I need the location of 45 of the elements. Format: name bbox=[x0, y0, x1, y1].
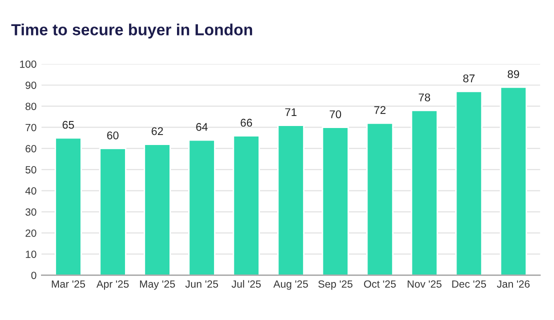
data-label: 78 bbox=[418, 93, 430, 102]
bar bbox=[144, 144, 171, 276]
data-label: 66 bbox=[240, 118, 252, 127]
y-tick-label: 90 bbox=[26, 82, 36, 89]
x-tick-label: Mar '25 bbox=[52, 280, 86, 288]
data-label: 72 bbox=[374, 106, 386, 114]
y-tick-label: 100 bbox=[20, 60, 36, 68]
bar bbox=[188, 139, 216, 276]
data-label: 71 bbox=[285, 108, 296, 116]
bar bbox=[500, 86, 528, 276]
y-tick-label: 10 bbox=[26, 250, 36, 258]
y-tick-label: 60 bbox=[26, 144, 36, 152]
x-tick-label: Aug '25 bbox=[273, 280, 308, 290]
bar bbox=[277, 124, 304, 276]
bar bbox=[99, 148, 126, 276]
x-tick-label: Jun '25 bbox=[185, 280, 218, 288]
bar bbox=[54, 137, 82, 276]
x-tick-label: Sep '25 bbox=[318, 280, 352, 290]
data-label: 64 bbox=[196, 123, 208, 131]
y-tick-label: 30 bbox=[26, 208, 36, 216]
bar bbox=[410, 110, 438, 276]
y-tick-label: 70 bbox=[26, 124, 36, 132]
x-tick-label: Dec '25 bbox=[452, 280, 486, 288]
data-label: 89 bbox=[508, 70, 520, 78]
bar bbox=[366, 122, 394, 276]
y-tick-label: 40 bbox=[25, 187, 36, 195]
x-tick-label: Oct '25 bbox=[364, 280, 396, 288]
y-tick-label: 20 bbox=[26, 229, 36, 237]
x-tick-label: Nov '25 bbox=[408, 280, 442, 288]
x-tick-label: Jan '26 bbox=[496, 280, 530, 288]
x-tick-label: Jul '25 bbox=[232, 280, 261, 288]
bar bbox=[232, 135, 260, 276]
x-tick-label: May '25 bbox=[140, 280, 175, 290]
bar bbox=[455, 90, 483, 276]
data-label: 62 bbox=[152, 127, 163, 136]
data-label: 70 bbox=[330, 110, 342, 118]
chart-title: Time to secure buyer in London bbox=[11, 24, 252, 39]
data-label: 87 bbox=[463, 74, 475, 82]
data-label: 65 bbox=[62, 120, 74, 129]
data-label: 60 bbox=[107, 131, 119, 140]
y-tick-label: 80 bbox=[26, 102, 36, 110]
x-tick-label: Apr '25 bbox=[96, 280, 129, 290]
bar bbox=[322, 126, 349, 276]
y-tick-label: 50 bbox=[26, 166, 36, 174]
y-tick-label: 0 bbox=[31, 272, 36, 280]
